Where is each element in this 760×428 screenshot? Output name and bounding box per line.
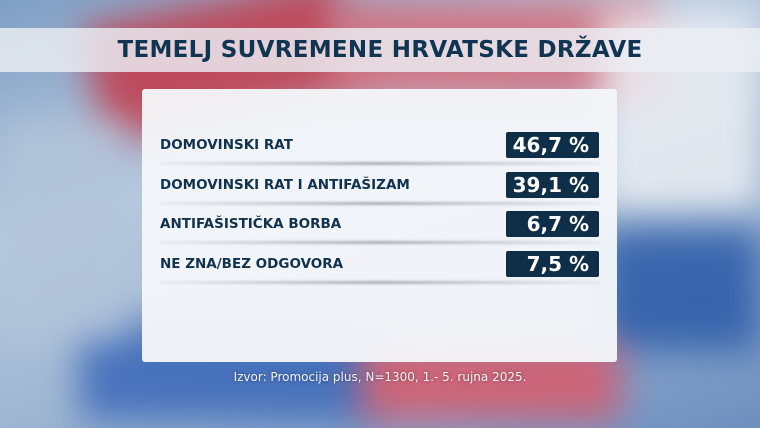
table-row: DOMOVINSKI RAT I ANTIFAŠIZAM 39,1 % xyxy=(160,172,600,205)
row-divider xyxy=(160,281,600,284)
row-label: DOMOVINSKI RAT xyxy=(160,137,293,153)
row-value: 6,7 % xyxy=(506,211,599,237)
row-label: NE ZNA/BEZ ODGOVORA xyxy=(160,256,344,272)
row-divider xyxy=(160,162,600,165)
table-row: NE ZNA/BEZ ODGOVORA 7,5 % xyxy=(160,251,600,284)
row-value: 46,7 % xyxy=(506,132,599,158)
row-divider xyxy=(160,241,600,244)
table-row: ANTIFAŠISTIČKA BORBA 6,7 % xyxy=(160,211,600,244)
table-row: DOMOVINSKI RAT 46,7 % xyxy=(160,132,600,165)
source-note: Izvor: Promocija plus, N=1300, 1.- 5. ru… xyxy=(233,370,527,384)
row-label: DOMOVINSKI RAT I ANTIFAŠIZAM xyxy=(160,177,410,193)
row-label: ANTIFAŠISTIČKA BORBA xyxy=(160,216,342,232)
title-band: TEMELJ SUVREMENE HRVATSKE DRŽAVE xyxy=(0,28,760,72)
page-title: TEMELJ SUVREMENE HRVATSKE DRŽAVE xyxy=(117,37,643,63)
row-value: 39,1 % xyxy=(506,172,599,198)
results-panel: DOMOVINSKI RAT 46,7 % DOMOVINSKI RAT I A… xyxy=(142,89,617,362)
row-divider xyxy=(160,202,600,205)
row-value: 7,5 % xyxy=(506,251,599,277)
